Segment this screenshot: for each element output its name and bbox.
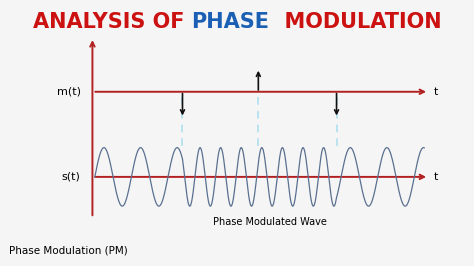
- Text: Phase Modulation (PM): Phase Modulation (PM): [9, 245, 128, 255]
- Text: Phase Modulated Wave: Phase Modulated Wave: [213, 217, 327, 227]
- Text: t: t: [434, 87, 438, 97]
- Text: s(t): s(t): [62, 172, 81, 182]
- Text: t: t: [434, 172, 438, 182]
- Text: ANALYSIS OF: ANALYSIS OF: [33, 12, 191, 32]
- Text: PHASE: PHASE: [191, 12, 270, 32]
- Text: m(t): m(t): [56, 87, 81, 97]
- Text: MODULATION: MODULATION: [270, 12, 441, 32]
